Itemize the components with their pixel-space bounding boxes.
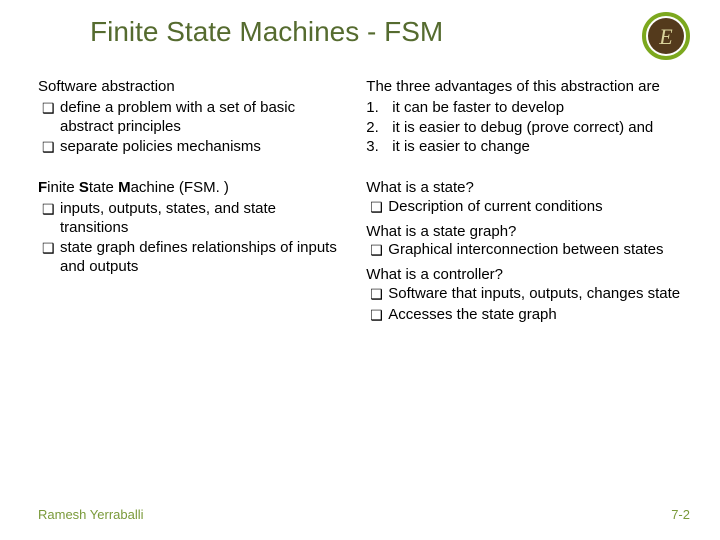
t: tate — [89, 179, 118, 196]
page-number: 7-2 — [671, 507, 690, 522]
list-item: ❑inputs, outputs, states, and state tran… — [42, 200, 346, 238]
num: 3. — [366, 138, 392, 157]
adv-list: 1.it can be faster to develop 2.it is ea… — [366, 99, 690, 157]
content-columns: Software abstraction ❑define a problem w… — [38, 78, 690, 330]
t: S — [79, 179, 89, 196]
list-item: ❑Accesses the state graph — [370, 306, 690, 325]
list-item: 2.it is easier to debug (prove correct) … — [366, 119, 690, 138]
item-text: Accesses the state graph — [388, 306, 690, 325]
q2-heading: What is a state graph? — [366, 223, 690, 242]
item-text: Description of current conditions — [388, 198, 690, 217]
adv-heading: The three advantages of this abstraction… — [366, 78, 690, 97]
square-bullet-icon: ❑ — [370, 198, 388, 217]
num: 1. — [366, 99, 392, 118]
list-item: ❑Software that inputs, outputs, changes … — [370, 285, 690, 304]
list-item: ❑separate policies mechanisms — [42, 138, 346, 157]
item-text: it can be faster to develop — [392, 99, 690, 118]
item-text: it is easier to debug (prove correct) an… — [392, 119, 690, 138]
t: inite — [47, 179, 79, 196]
sec1-heading: Software abstraction — [38, 78, 346, 97]
list-item: 3.it is easier to change — [366, 138, 690, 157]
item-text: inputs, outputs, states, and state trans… — [60, 200, 346, 238]
q3-block: What is a controller? ❑Software that inp… — [366, 266, 690, 324]
q3-heading: What is a controller? — [366, 266, 690, 285]
square-bullet-icon: ❑ — [370, 285, 388, 304]
logo-icon: E — [642, 12, 690, 60]
square-bullet-icon: ❑ — [42, 200, 60, 238]
item-text: state graph defines relationships of inp… — [60, 239, 346, 277]
square-bullet-icon: ❑ — [42, 99, 60, 137]
item-text: it is easier to change — [392, 138, 690, 157]
advantages-block: The three advantages of this abstraction… — [366, 78, 690, 157]
q2-list: ❑Graphical interconnection between state… — [366, 241, 690, 260]
square-bullet-icon: ❑ — [370, 241, 388, 260]
t: M — [118, 179, 131, 196]
q1-block: What is a state? ❑Description of current… — [366, 179, 690, 217]
item-text: define a problem with a set of basic abs… — [60, 99, 346, 137]
slide-title: Finite State Machines - FSM — [90, 16, 443, 48]
square-bullet-icon: ❑ — [42, 239, 60, 277]
square-bullet-icon: ❑ — [370, 306, 388, 325]
sec2-list: ❑inputs, outputs, states, and state tran… — [38, 200, 346, 277]
item-text: separate policies mechanisms — [60, 138, 346, 157]
sec2-heading: Finite State Machine (FSM. ) — [38, 179, 346, 198]
q1-heading: What is a state? — [366, 179, 690, 198]
list-item: 1.it can be faster to develop — [366, 99, 690, 118]
list-item: ❑define a problem with a set of basic ab… — [42, 99, 346, 137]
right-column: The three advantages of this abstraction… — [366, 78, 690, 330]
sec1-list: ❑define a problem with a set of basic ab… — [38, 99, 346, 157]
item-text: Graphical interconnection between states — [388, 241, 690, 260]
q1-list: ❑Description of current conditions — [366, 198, 690, 217]
svg-text:E: E — [658, 24, 673, 49]
t: achine (FSM. ) — [131, 179, 229, 196]
list-item: ❑Description of current conditions — [370, 198, 690, 217]
footer: Ramesh Yerraballi 7-2 — [38, 507, 690, 522]
item-text: Software that inputs, outputs, changes s… — [388, 285, 690, 304]
list-item: ❑state graph defines relationships of in… — [42, 239, 346, 277]
list-item: ❑Graphical interconnection between state… — [370, 241, 690, 260]
fsm-block: Finite State Machine (FSM. ) ❑inputs, ou… — [38, 179, 346, 277]
logo-badge: E — [642, 12, 690, 60]
t: F — [38, 179, 47, 196]
software-abstraction-block: Software abstraction ❑define a problem w… — [38, 78, 346, 157]
author-name: Ramesh Yerraballi — [38, 507, 144, 522]
num: 2. — [366, 119, 392, 138]
square-bullet-icon: ❑ — [42, 138, 60, 157]
q2-block: What is a state graph? ❑Graphical interc… — [366, 223, 690, 261]
q3-list: ❑Software that inputs, outputs, changes … — [366, 285, 690, 325]
left-column: Software abstraction ❑define a problem w… — [38, 78, 346, 330]
